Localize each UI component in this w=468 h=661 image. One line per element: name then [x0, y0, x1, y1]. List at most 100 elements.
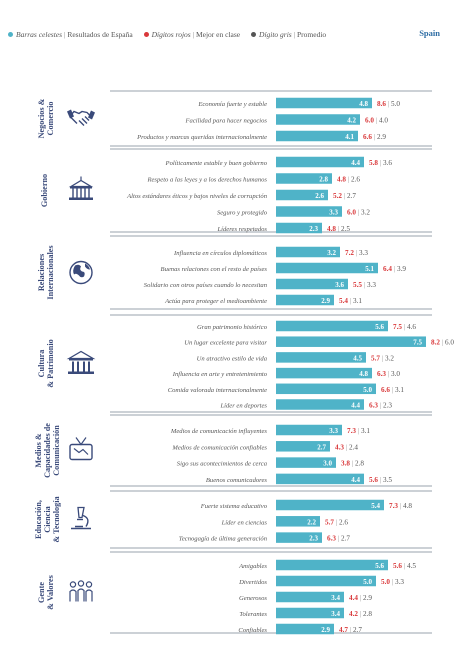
bar-row: Actúa para proteger el medioambiente 2.9 5…	[164, 294, 362, 306]
gray-dot-icon	[251, 31, 256, 37]
bar-row: Productos y marcas queridas internaciona…	[136, 130, 386, 142]
divider: |	[348, 626, 353, 634]
average-value: 3.1	[353, 297, 362, 305]
divider: |	[402, 562, 407, 570]
best-in-class-value: 5.5	[353, 281, 362, 289]
bar-label: Altos estándares éticos y bajos niveles …	[126, 193, 268, 200]
best-and-average: 4.7 | 2.7	[339, 626, 362, 634]
value-bar	[276, 352, 366, 363]
best-in-class-value: 7.2	[345, 249, 354, 257]
bar-row: Seguro y protegido 3.3 6.0 | 3.2	[217, 206, 370, 217]
best-and-average: 5.2 | 2.7	[333, 192, 356, 200]
group-title: Gente& Valores	[37, 575, 55, 610]
bar-label: Divertidos	[238, 579, 267, 586]
bar-value-label: 5.6	[375, 562, 384, 570]
best-and-average: 3.8 | 2.8	[341, 460, 364, 468]
best-in-class-value: 6.3	[327, 535, 336, 543]
divider: |	[358, 610, 363, 618]
bar-value-label: 3.3	[329, 209, 338, 217]
best-in-class-value: 6.3	[377, 370, 386, 378]
best-and-average: 5.0 | 3.3	[381, 578, 404, 586]
average-value: 2.7	[347, 192, 356, 200]
divider: |	[350, 460, 355, 468]
best-and-average: 6.3 | 2.3	[369, 402, 392, 410]
best-and-average: 6.0 | 3.2	[347, 209, 370, 217]
average-value: 2.4	[349, 443, 358, 451]
microscope-icon	[71, 506, 91, 530]
bar-row: Políticamente estable y buen gobierno 4.4…	[165, 156, 392, 168]
best-in-class-value: 4.8	[337, 176, 346, 184]
average-value: 3.6	[383, 159, 392, 167]
average-value: 3.3	[367, 281, 376, 289]
bar-value-label: 5.6	[375, 323, 384, 331]
best-in-class-value: 5.6	[393, 562, 402, 570]
group-title: Gobierno	[40, 174, 49, 207]
bar-row: Influencia en círculos diplomáticos 3.2 7.…	[173, 246, 368, 258]
value-bar	[276, 473, 364, 485]
bar-value-label: 2.6	[315, 192, 324, 200]
best-and-average: 6.4 | 3.9	[383, 265, 406, 273]
bar-row: Buenos comunicadores 4.4 5.6 | 3.5	[206, 473, 392, 485]
divider: |	[392, 265, 397, 273]
value-bar	[276, 262, 378, 274]
bar-label: Buenas relaciones con el resto de países	[161, 266, 268, 273]
average-value: 3.1	[395, 386, 404, 394]
bar-label: Actúa para proteger el medioambiente	[164, 298, 267, 305]
bar-row: Un atractivo estilo de vida 4.5 5.7 | 3.2	[197, 352, 394, 363]
bar-value-label: 3.4	[331, 610, 340, 618]
value-bar	[276, 189, 328, 201]
bar-value-label: 2.2	[307, 518, 316, 526]
best-in-class-value: 3.8	[341, 460, 350, 468]
divider: |	[372, 133, 377, 141]
best-and-average: 5.5 | 3.3	[353, 281, 376, 289]
bar-value-label: 3.6	[335, 281, 344, 289]
bar-label: Gran patrimonio histórico	[197, 324, 268, 331]
category-group: Negocios &Comercio Economía fuerte y est…	[37, 90, 432, 147]
best-and-average: 6.0 | 4.0	[365, 117, 388, 125]
divider: |	[348, 297, 353, 305]
bar-row: Economía fuerte y estable 4.8 8.6 | 5.0	[197, 97, 400, 109]
group-title: Educación,Ciencia& Tecnología	[34, 496, 61, 542]
bar-label: Un atractivo estilo de vida	[197, 355, 268, 362]
divider: |	[346, 176, 351, 184]
legend-gray-label: Dígito gris	[259, 30, 292, 39]
legend-blue-label: Barras celestes	[16, 30, 63, 39]
average-value: 2.5	[341, 225, 350, 233]
bar-label: Respeto a las leyes y a los derechos hum…	[146, 177, 267, 184]
bar-label: Tolerantes	[239, 611, 267, 618]
bar-label: Medios de comunicación influyentes	[170, 428, 268, 435]
value-bar	[276, 367, 372, 379]
legend: Barras celestes | Resultados de España D…	[8, 30, 335, 39]
bar-label: Solidario con otros países cuando lo nec…	[144, 282, 268, 289]
bar-value-label: 4.8	[359, 100, 368, 108]
bar-row: Gran patrimonio histórico 5.6 7.5 | 4.6	[197, 320, 416, 332]
value-bar	[276, 607, 344, 619]
category-group: Educación,Ciencia& Tecnología Fuerte sis…	[34, 490, 432, 549]
red-dot-icon	[143, 31, 149, 37]
bar-value-label: 5.1	[365, 265, 374, 273]
best-and-average: 5.6 | 3.5	[369, 476, 392, 484]
value-bar	[276, 246, 340, 258]
bar-value-label: 2.9	[321, 297, 330, 305]
average-value: 2.8	[355, 460, 364, 468]
value-bar	[276, 294, 334, 306]
average-value: 2.7	[341, 535, 350, 543]
best-in-class-value: 7.5	[393, 323, 402, 331]
best-and-average: 5.4 | 3.1	[339, 297, 362, 305]
divider: |	[336, 225, 341, 233]
best-and-average: 6.3 | 2.7	[327, 535, 350, 543]
average-value: 4.5	[407, 562, 416, 570]
best-and-average: 4.4 | 2.9	[349, 594, 372, 602]
bar-value-label: 2.7	[317, 443, 326, 451]
value-bar	[276, 424, 342, 436]
best-and-average: 8.2 | 6.0	[431, 339, 454, 347]
bar-value-label: 2.3	[309, 535, 318, 543]
bar-value-label: 4.2	[347, 117, 356, 125]
best-and-average: 4.2 | 2.8	[349, 610, 372, 618]
bar-value-label: 5.0	[363, 578, 372, 586]
bar-label: Seguro y protegido	[217, 210, 268, 217]
best-in-class-value: 6.6	[363, 133, 372, 141]
category-group: Gente& Valores Amigables 5.6 5.6 | 4.5Dive…	[37, 551, 432, 635]
best-in-class-value: 8.2	[431, 339, 440, 347]
